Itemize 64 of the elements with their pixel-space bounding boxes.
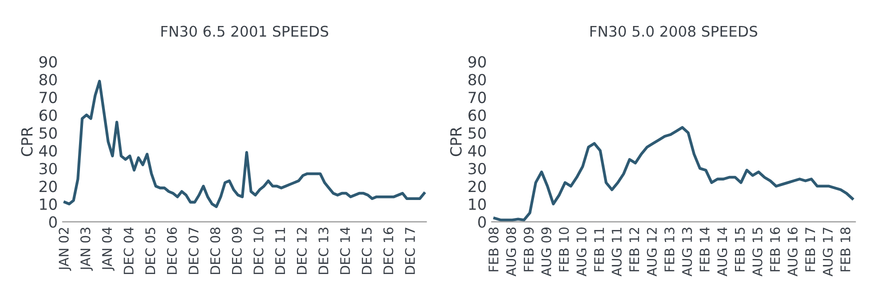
x-tick-label: DEC 11: [275, 228, 286, 274]
y-tick-label: 0: [478, 216, 486, 228]
x-tick-label: AUG 09: [541, 228, 552, 276]
x-tick-label: FEB 13: [664, 228, 674, 272]
x-tick-label: DEC 06: [166, 227, 177, 274]
x-tick-label: FEB 18: [840, 228, 850, 272]
x-tick-label: DEC 12: [296, 228, 307, 274]
y-tick-label: 0: [49, 216, 57, 228]
x-tick-label: DEC 05: [145, 228, 156, 274]
chart-title: FN30 5.0 2008 SPEEDS: [590, 26, 758, 37]
y-tick-label: 10: [469, 198, 486, 210]
x-tick-label: DEC 09: [232, 228, 242, 274]
y-axis-title: CPR: [450, 126, 462, 156]
x-tick-label: AUG 13: [682, 228, 692, 276]
y-tick-label: 70: [40, 92, 57, 104]
y-tick-label: 20: [468, 180, 486, 192]
x-tick-label: FEB 11: [594, 228, 604, 272]
x-tick-label: JAN 04: [102, 227, 114, 271]
y-tick-label: 60: [468, 109, 486, 122]
x-tick-label: DEC 10: [254, 228, 264, 274]
x-tick-label: AUG 17: [822, 228, 833, 276]
x-tick-label: AUG 16: [788, 227, 798, 276]
x-tick-label: DEC 17: [404, 228, 415, 274]
x-tick-label: FEB 10: [558, 228, 569, 272]
x-tick-label: JAN 02: [58, 228, 72, 271]
y-tick-label: 30: [40, 162, 57, 174]
y-tick-label: 60: [39, 109, 57, 122]
y-tick-label: 90: [39, 56, 57, 68]
x-tick-label: DEC 14: [340, 227, 350, 274]
y-tick-label: 50: [468, 127, 486, 139]
x-tick-label: FEB 08: [488, 228, 498, 272]
chart-title: FN30 6.5 2001 SPEEDS: [161, 26, 328, 37]
y-tick-label: 80: [39, 74, 57, 86]
x-tick-label: FEB 15: [734, 228, 745, 272]
y-axis-title: CPR: [21, 126, 33, 156]
x-tick-label: FEB 17: [805, 228, 815, 272]
x-tick-label: DEC 07: [188, 228, 199, 274]
y-tick-label: 20: [40, 180, 57, 192]
x-tick-label: AUG 11: [612, 228, 622, 276]
x-tick-label: FEB 14: [700, 227, 710, 272]
x-tick-label: AUG 15: [752, 228, 762, 276]
y-tick-label: 40: [468, 145, 486, 157]
y-tick-label: 30: [468, 162, 486, 174]
x-tick-label: DEC 15: [362, 228, 372, 274]
x-tick-label: AUG 14: [717, 227, 728, 276]
x-tick-label: JAN 03: [80, 228, 93, 271]
y-tick-label: 90: [468, 56, 486, 68]
x-tick-label: DEC 16: [383, 227, 394, 274]
x-tick-label: DEC 08: [210, 228, 220, 274]
x-tick-label: AUG 10: [576, 227, 586, 276]
y-tick-label: 70: [468, 92, 486, 104]
line-series: [493, 126, 854, 222]
x-tick-label: AUG 08: [506, 228, 516, 276]
y-tick-label: 50: [40, 127, 57, 139]
x-tick-label: DEC 04: [124, 227, 134, 274]
x-tick-label: DEC 13: [318, 228, 328, 274]
y-tick-label: 40: [39, 145, 57, 157]
x-tick-label: AUG 12: [646, 228, 657, 276]
x-tick-label: FEB 16: [770, 227, 780, 272]
y-tick-label: 80: [468, 74, 486, 86]
line-series: [63, 80, 426, 208]
x-tick-label: FEB 12: [629, 228, 640, 272]
x-tick-label: FEB 09: [524, 228, 534, 272]
y-tick-label: 10: [40, 198, 57, 210]
